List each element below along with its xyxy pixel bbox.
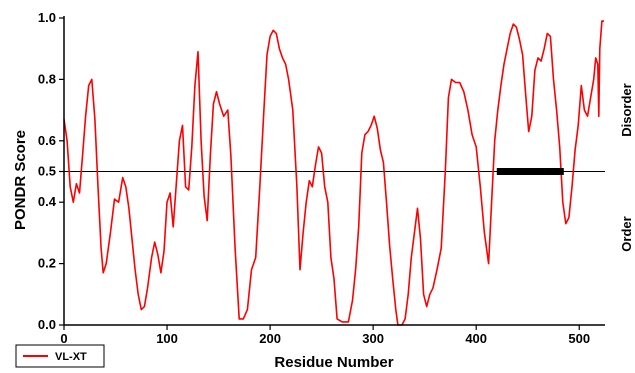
y-tick-label: 0.0 (38, 317, 56, 332)
x-tick-label: 100 (156, 331, 178, 346)
legend-box (15, 344, 105, 368)
x-tick-label: 400 (465, 331, 487, 346)
x-tick-label: 0 (60, 331, 67, 346)
y-tick-label: 0.8 (38, 71, 56, 86)
x-axis-label: Residue Number (274, 354, 393, 371)
order-label: Order (619, 216, 634, 251)
axes: 0.0 0.2 0.4 0.5 0.6 0.8 1.0 0 100 200 300 400 500 (38, 10, 605, 346)
series-line-vl-xt (63, 20, 604, 326)
y-tick-label: 0.2 (38, 256, 56, 271)
x-tick-label: 500 (568, 331, 590, 346)
disorder-label: Disorder (619, 83, 634, 136)
y-axis-label: PONDR Score (12, 130, 29, 230)
x-tick-label: 200 (259, 331, 281, 346)
x-tick-label: 300 (362, 331, 384, 346)
y-tick-label: 0.6 (38, 133, 56, 148)
y-tick-label: 1.0 (38, 10, 56, 25)
legend-label-vl-xt: VL-XT (55, 351, 87, 363)
y-tick-label: 0.5 (38, 164, 56, 179)
y-tick-label: 0.4 (38, 194, 57, 209)
legend: VL-XT (15, 344, 105, 368)
plot-area (63, 20, 605, 326)
